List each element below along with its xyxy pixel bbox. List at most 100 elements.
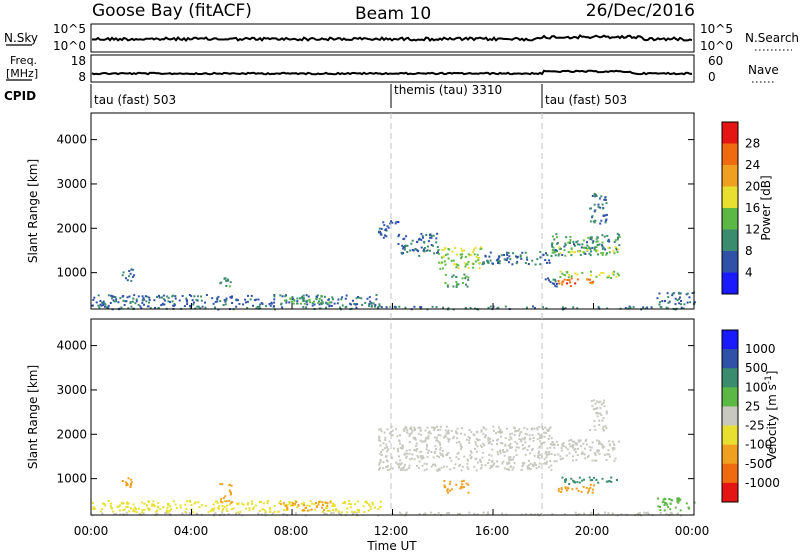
heatmap-cell (269, 508, 272, 511)
heatmap-cell (405, 244, 408, 247)
heatmap-cell (514, 430, 517, 433)
colorbar-swatch (722, 349, 738, 369)
heatmap-cell (181, 295, 184, 297)
heatmap-cell (594, 408, 597, 410)
y-tick-label: 4000 (56, 133, 87, 147)
heatmap-cell (566, 489, 568, 492)
heatmap-cell (598, 197, 601, 200)
heatmap-cell (594, 454, 597, 457)
heatmap-cell (191, 299, 194, 302)
heatmap-cell (455, 285, 458, 288)
heatmap-cell (387, 226, 390, 229)
heatmap-cell (497, 306, 500, 309)
heatmap-cell (259, 303, 262, 306)
heatmap-cell (91, 501, 94, 504)
heatmap-cell (442, 267, 445, 270)
heatmap-cell (125, 484, 128, 487)
colorbar-swatch (722, 368, 738, 388)
heatmap-cell (568, 452, 571, 455)
heatmap-cell (134, 506, 136, 509)
heatmap-cell (385, 443, 388, 446)
heatmap-cell (306, 303, 309, 306)
heatmap-cell (225, 297, 228, 300)
heatmap-cell (573, 449, 576, 452)
heatmap-cell (168, 509, 171, 512)
heatmap-cell (231, 508, 233, 511)
heatmap-cell (582, 452, 585, 455)
heatmap-cell (399, 442, 401, 445)
heatmap-cell (437, 429, 440, 431)
heatmap-cell (563, 278, 566, 281)
heatmap-cell (671, 292, 674, 295)
heatmap-cell (470, 457, 472, 460)
heatmap-cell (504, 443, 507, 446)
heatmap-cell (122, 502, 125, 505)
heatmap-cell (217, 507, 220, 510)
heatmap-cell (602, 425, 605, 428)
heatmap-cell (403, 430, 406, 432)
heatmap-cell (497, 431, 500, 434)
heatmap-cell (531, 434, 534, 437)
heatmap-cell (454, 463, 457, 466)
heatmap-cell (473, 434, 476, 437)
heatmap-cell (321, 506, 324, 509)
heatmap-cell (183, 305, 186, 308)
noise-left-tick-top: 10^5 (53, 22, 86, 36)
heatmap-cell (550, 437, 553, 440)
heatmap-cell (515, 255, 517, 258)
heatmap-cell (122, 271, 125, 274)
heatmap-cell (592, 399, 595, 402)
heatmap-cell (410, 426, 413, 429)
heatmap-cell (561, 444, 564, 447)
heatmap-cell (585, 438, 588, 441)
heatmap-cell (151, 503, 154, 506)
heatmap-cell (676, 500, 679, 503)
heatmap-cell (508, 459, 511, 462)
heatmap-cell (118, 509, 121, 512)
heatmap-cell (235, 305, 238, 308)
y-tick-label: 1000 (56, 266, 87, 280)
heatmap-cell (218, 505, 220, 508)
heatmap-cell (434, 463, 436, 466)
heatmap-cell (216, 298, 219, 301)
heatmap-cell (513, 462, 516, 465)
heatmap-cell (334, 509, 337, 512)
heatmap-cell (231, 295, 233, 298)
heatmap-cell (368, 303, 371, 306)
heatmap-cell (557, 490, 560, 493)
heatmap-cell (629, 306, 632, 309)
heatmap-cell (127, 502, 130, 505)
heatmap-cell (512, 466, 515, 469)
heatmap-cell (518, 428, 521, 431)
heatmap-cell (606, 453, 609, 456)
velocity-colorbar-frame (721, 329, 739, 503)
heatmap-cell (598, 441, 601, 444)
heatmap-cell (423, 241, 426, 244)
heatmap-cell (252, 508, 255, 510)
heatmap-cell (294, 502, 297, 505)
heatmap-cell (642, 306, 645, 309)
heatmap-cell (256, 305, 259, 308)
heatmap-cell (141, 295, 144, 298)
heatmap-cell (92, 506, 95, 509)
heatmap-cell (450, 459, 453, 462)
heatmap-cell (514, 427, 517, 430)
heatmap-cell (498, 260, 501, 263)
heatmap-cell (427, 240, 430, 243)
heatmap-cell (313, 300, 315, 303)
heatmap-cell (433, 252, 436, 255)
heatmap-cell (476, 431, 479, 434)
heatmap-cell (188, 499, 191, 502)
heatmap-cell (538, 446, 541, 449)
heatmap-cell (559, 247, 562, 250)
heatmap-cell (246, 502, 249, 504)
heatmap-cell (497, 262, 499, 264)
heatmap-cell (446, 512, 449, 515)
heatmap-cell (375, 298, 378, 301)
heatmap-cell (570, 438, 573, 441)
heatmap-cell (497, 438, 500, 441)
heatmap-cell (574, 272, 577, 275)
heatmap-cell (489, 467, 492, 470)
heatmap-cell (99, 300, 102, 302)
heatmap-cell (658, 303, 661, 306)
